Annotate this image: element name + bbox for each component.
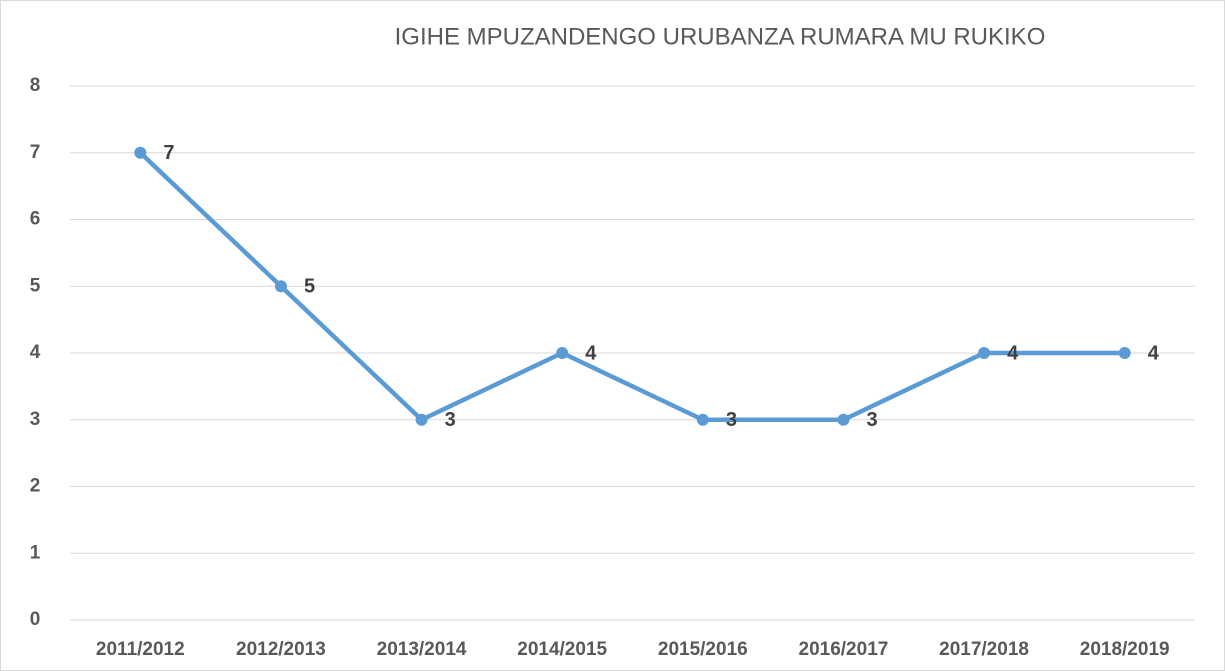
y-tick-label: 4 xyxy=(30,342,41,363)
data-label: 3 xyxy=(726,409,737,431)
y-tick-label: 3 xyxy=(30,409,41,430)
y-tick-label: 6 xyxy=(30,209,41,230)
x-tick-label: 2016/2017 xyxy=(799,639,889,660)
data-point xyxy=(556,347,569,359)
data-label: 4 xyxy=(1007,342,1019,364)
data-point xyxy=(837,413,850,426)
data-label: 4 xyxy=(585,342,597,364)
data-line xyxy=(138,151,1125,422)
data-point xyxy=(978,347,991,359)
data-point xyxy=(134,146,147,159)
y-tick-label: 5 xyxy=(30,275,41,296)
x-tick-label: 2015/2016 xyxy=(658,639,748,660)
y-tick-label: 8 xyxy=(30,75,41,96)
data-label: 3 xyxy=(866,409,877,431)
x-tick-label: 2012/2013 xyxy=(236,639,326,660)
y-tick-label: 2 xyxy=(30,476,41,497)
data-label: 4 xyxy=(1148,342,1160,364)
data-label: 5 xyxy=(304,276,315,298)
chart-title: IGIHE MPUZANDENGO URUBANZA RUMARA MU RUK… xyxy=(395,23,1046,50)
data-point xyxy=(415,413,428,426)
x-tick-label: 2018/2019 xyxy=(1080,639,1170,660)
data-point xyxy=(274,280,287,293)
x-tick-label: 2011/2012 xyxy=(96,639,185,660)
data-label: 7 xyxy=(163,142,174,164)
x-tick-label: 2013/2014 xyxy=(377,639,467,660)
y-tick-label: 7 xyxy=(30,142,41,163)
x-tick-label: 2014/2015 xyxy=(517,639,607,660)
y-tick-label: 0 xyxy=(30,609,41,630)
x-tick-label: 2017/2018 xyxy=(939,639,1029,660)
y-tick-label: 1 xyxy=(30,542,41,563)
data-point xyxy=(696,413,709,426)
data-label: 3 xyxy=(445,409,456,431)
data-point xyxy=(1118,347,1131,359)
